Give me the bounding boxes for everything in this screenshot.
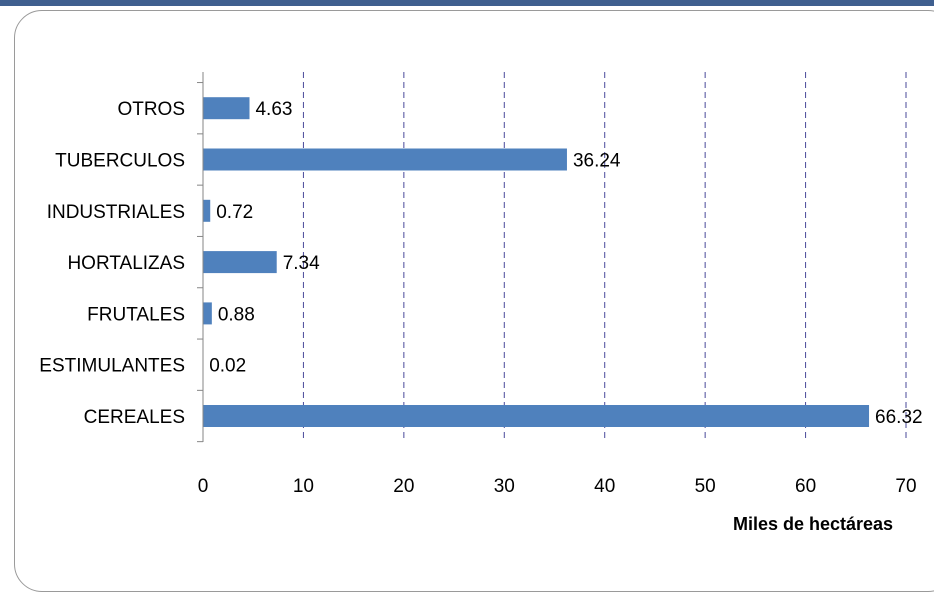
category-labels: CEREALES ESTIMULANTES FRUTALES HORTALIZAS IN…: [39, 99, 185, 428]
data-label: 0.72: [216, 202, 253, 223]
category-label: INDUSTRIALES: [47, 202, 185, 223]
data-label: 4.63: [255, 99, 292, 120]
bar-industriales: [203, 200, 210, 222]
axes: [197, 72, 203, 442]
x-tick-label: 10: [293, 476, 314, 497]
category-label: ESTIMULANTES: [39, 356, 185, 377]
x-tick-labels: 0 10 20 30 40 50 60 70: [198, 476, 917, 497]
x-axis-title: Miles de hectáreas: [733, 514, 893, 534]
category-label: OTROS: [117, 99, 185, 120]
bar-tuberculos: [203, 149, 567, 171]
bar-chart: CEREALES ESTIMULANTES FRUTALES HORTALIZAS IN…: [0, 0, 934, 564]
bar-cereales: [203, 405, 869, 427]
bar-hortalizas: [203, 251, 277, 273]
x-tick-label: 20: [393, 476, 414, 497]
bar-otros: [203, 97, 249, 119]
x-tick-label: 50: [695, 476, 716, 497]
category-label: FRUTALES: [87, 304, 185, 325]
data-label: 66.32: [875, 407, 923, 428]
x-tick-label: 0: [198, 476, 209, 497]
bar-frutales: [203, 302, 212, 324]
x-tick-label: 60: [795, 476, 816, 497]
category-label: TUBERCULOS: [55, 151, 185, 172]
grid-lines: [303, 72, 906, 442]
category-label: HORTALIZAS: [67, 253, 185, 274]
data-label: 36.24: [573, 151, 621, 172]
data-label: 0.02: [209, 356, 246, 377]
category-label: CEREALES: [84, 407, 185, 428]
x-tick-label: 40: [594, 476, 615, 497]
x-tick-label: 30: [494, 476, 515, 497]
data-label: 7.34: [283, 253, 320, 274]
x-tick-label: 70: [895, 476, 916, 497]
data-label: 0.88: [218, 304, 255, 325]
